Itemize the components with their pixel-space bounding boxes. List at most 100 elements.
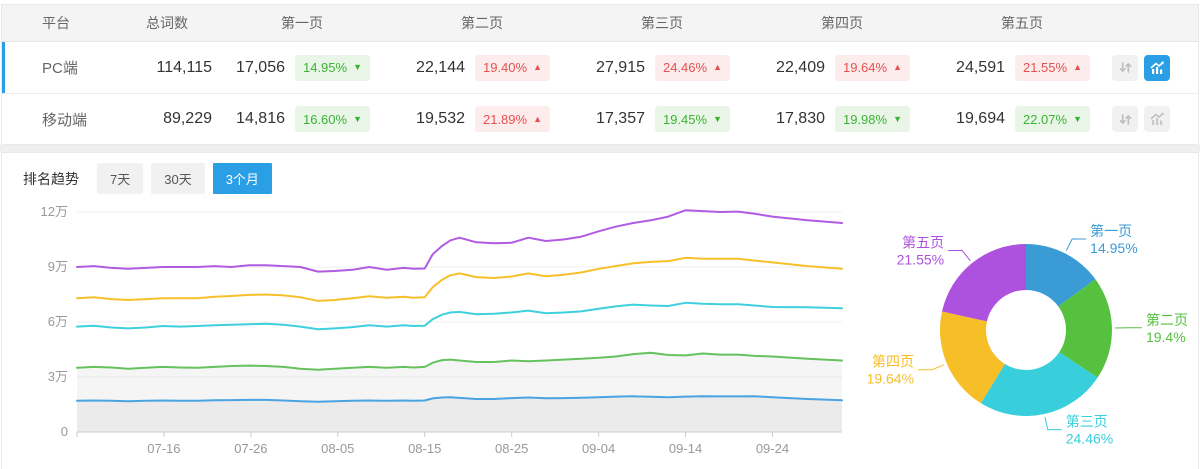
y-axis-label: 0 <box>61 424 68 439</box>
keyword-rank-table: 平台 总词数 第一页 第二页 第三页 第四页 第五页 PC端 114,115 1… <box>1 4 1199 145</box>
table-header-row: 平台 总词数 第一页 第二页 第三页 第四页 第五页 <box>2 5 1198 42</box>
page3-cell: 17,357 19.45% <box>572 106 752 132</box>
line-cyan <box>76 301 843 331</box>
donut-slice-第三页[interactable] <box>980 352 1098 416</box>
change-badge: 16.60% <box>294 106 370 132</box>
x-axis-label: 08-25 <box>495 441 528 456</box>
change-badge: 19.64% <box>834 54 910 81</box>
y-axis-label: 3万 <box>48 369 68 384</box>
sort-updown-button[interactable] <box>1112 106 1138 132</box>
total-words-value: 89,229 <box>163 110 212 127</box>
page5-cell: 24,591 21.55% <box>932 54 1112 81</box>
donut-label-name: 第一页 <box>1090 223 1132 239</box>
change-percent: 21.55% <box>1022 60 1068 75</box>
donut-label-name: 第四页 <box>872 354 914 370</box>
x-axis-label: 09-24 <box>756 441 789 456</box>
tab-30days[interactable]: 30天 <box>151 163 205 194</box>
table-row-pc[interactable]: PC端 114,115 17,056 14.95% 22,144 19.40% … <box>2 42 1198 93</box>
area-fill-line-blue <box>77 396 842 432</box>
table-row-mobile[interactable]: 移动端 89,229 14,816 16.60% 19,532 21.89% 1… <box>2 93 1198 144</box>
change-badge: 22.07% <box>1014 106 1090 132</box>
page-count: 19,532 <box>416 110 465 127</box>
tab-3months[interactable]: 3个月 <box>212 163 272 194</box>
donut-slice-第四页[interactable] <box>940 311 1005 404</box>
change-badge: 14.95% <box>294 54 370 81</box>
page2-cell: 19,532 21.89% <box>392 106 572 132</box>
x-axis-label: 09-14 <box>669 441 702 456</box>
total-words-value: 114,115 <box>156 58 212 76</box>
trend-chart-icon <box>1150 112 1164 125</box>
x-axis-label: 08-15 <box>408 441 441 456</box>
change-percent: 19.98% <box>842 111 888 127</box>
line-yellow <box>76 256 843 302</box>
page2-cell: 22,144 19.40% <box>392 54 572 81</box>
trend-header: 排名趋势 7天 30天 3个月 <box>2 153 1198 196</box>
label-leader-line <box>918 364 945 371</box>
label-leader-line <box>948 249 971 261</box>
header-page-1: 第一页 <box>281 15 323 31</box>
change-percent: 19.64% <box>842 60 888 75</box>
line-green <box>76 351 843 371</box>
line-blue <box>76 395 843 403</box>
y-axis-label: 6万 <box>48 314 68 329</box>
label-leader-line <box>1065 238 1087 251</box>
header-total-words: 总词数 <box>146 15 188 31</box>
donut-label-percent: 19.64% <box>867 371 914 387</box>
page-count: 17,357 <box>596 110 645 127</box>
donut-slice-第二页[interactable] <box>1058 279 1112 378</box>
x-axis-label: 07-26 <box>234 441 267 456</box>
change-badge: 19.45% <box>654 106 730 132</box>
area-fill-line-green <box>77 352 842 432</box>
page-count: 14,816 <box>236 110 285 127</box>
page-count: 22,144 <box>416 58 465 76</box>
donut-label-percent: 21.55% <box>897 251 944 267</box>
tab-7days[interactable]: 7天 <box>97 163 144 194</box>
page4-cell: 17,830 19.98% <box>752 106 932 132</box>
change-percent: 14.95% <box>302 60 348 75</box>
change-badge: 21.55% <box>1014 54 1090 81</box>
page-count: 22,409 <box>776 58 825 76</box>
change-badge: 21.89% <box>474 106 550 132</box>
trend-line-chart: 12万9万6万3万0爱站网07-1607-2608-0508-1508-2509… <box>2 196 854 469</box>
donut-label-name: 第二页 <box>1146 312 1188 328</box>
donut-label-percent: 19.4% <box>1146 329 1186 345</box>
trend-chart-button[interactable] <box>1144 106 1170 132</box>
y-axis-label: 12万 <box>41 204 68 219</box>
change-badge: 19.40% <box>474 54 550 81</box>
x-axis-label: 07-16 <box>147 441 180 456</box>
donut-label-percent: 24.46% <box>1066 431 1113 447</box>
header-page-5: 第五页 <box>1001 15 1043 31</box>
trend-chart-button[interactable] <box>1144 54 1170 81</box>
donut-slice-第一页[interactable] <box>1026 244 1096 307</box>
header-page-2: 第二页 <box>461 15 503 31</box>
page-count: 17,830 <box>776 110 825 127</box>
change-percent: 24.46% <box>662 60 708 75</box>
page1-cell: 17,056 14.95% <box>212 54 392 81</box>
donut-label-percent: 14.95% <box>1090 240 1137 256</box>
trend-chart-icon <box>1150 61 1164 74</box>
change-percent: 22.07% <box>1022 111 1068 127</box>
change-percent: 19.40% <box>482 60 528 75</box>
sort-updown-button[interactable] <box>1112 54 1138 81</box>
trend-title: 排名趋势 <box>23 170 79 187</box>
change-percent: 16.60% <box>302 111 348 127</box>
page5-cell: 19,694 22.07% <box>932 106 1112 132</box>
donut-label-name: 第五页 <box>902 234 944 250</box>
rank-trend-panel: 排名趋势 7天 30天 3个月 12万9万6万3万0爱站网07-1607-260… <box>1 152 1199 469</box>
x-axis-label: 09-04 <box>582 441 615 456</box>
donut-label-name: 第三页 <box>1066 414 1108 430</box>
page4-cell: 22,409 19.64% <box>752 54 932 81</box>
platform-label: PC端 <box>42 60 78 77</box>
change-badge: 24.46% <box>654 54 730 81</box>
label-leader-line <box>1044 416 1062 431</box>
page-count: 27,915 <box>596 58 645 76</box>
header-page-3: 第三页 <box>641 15 683 31</box>
section-divider <box>0 145 1200 152</box>
page-count: 24,591 <box>956 58 1005 76</box>
platform-label: 移动端 <box>42 111 88 129</box>
donut-slice-第五页[interactable] <box>942 244 1026 322</box>
sort-updown-icon <box>1119 113 1131 125</box>
page1-cell: 14,816 16.60% <box>212 106 392 132</box>
line-purple <box>76 209 843 273</box>
y-axis-label: 9万 <box>48 259 68 274</box>
